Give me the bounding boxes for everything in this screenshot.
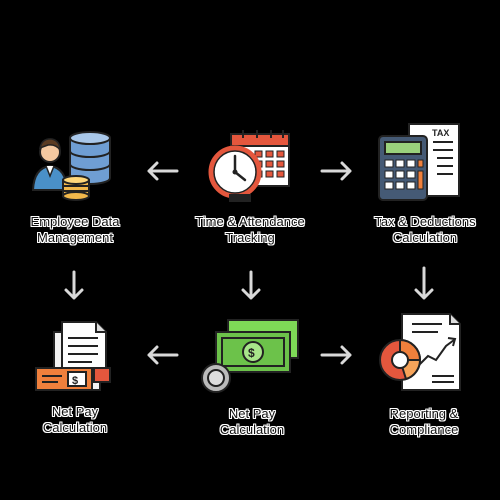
step-employee-data-label: Employee Data Management bbox=[30, 214, 120, 245]
arrow-down-icon bbox=[241, 270, 261, 300]
arrow-down-icon bbox=[64, 270, 84, 300]
arrow-right-icon bbox=[320, 161, 352, 181]
arrow-right-icon bbox=[320, 345, 352, 365]
report-chart-icon bbox=[379, 313, 461, 391]
database-user-icon bbox=[31, 131, 111, 201]
svg-text:TAX: TAX bbox=[432, 128, 449, 138]
svg-text:$: $ bbox=[248, 346, 255, 360]
calculator-tax-icon: TAX bbox=[378, 123, 460, 201]
step-net-pay-center-label: Net Pay Calculation bbox=[219, 406, 285, 437]
arrow-left-icon bbox=[147, 161, 179, 181]
arrow-left-icon bbox=[147, 345, 179, 365]
svg-text:$: $ bbox=[72, 375, 78, 387]
payslip-check-icon: $ bbox=[35, 321, 111, 391]
step-net-pay-left-label: Net Pay Calculation bbox=[42, 404, 108, 435]
step-reporting-label: Reporting & Compliance bbox=[389, 406, 459, 437]
clock-calendar-icon bbox=[208, 130, 290, 202]
step-time-attendance-label: Time & Attendance Tracking bbox=[195, 214, 305, 245]
step-tax-deductions-label: Tax & Deductions Calculation bbox=[374, 214, 476, 245]
money-bills-icon: $ bbox=[201, 319, 299, 393]
arrow-down-icon bbox=[414, 266, 434, 300]
